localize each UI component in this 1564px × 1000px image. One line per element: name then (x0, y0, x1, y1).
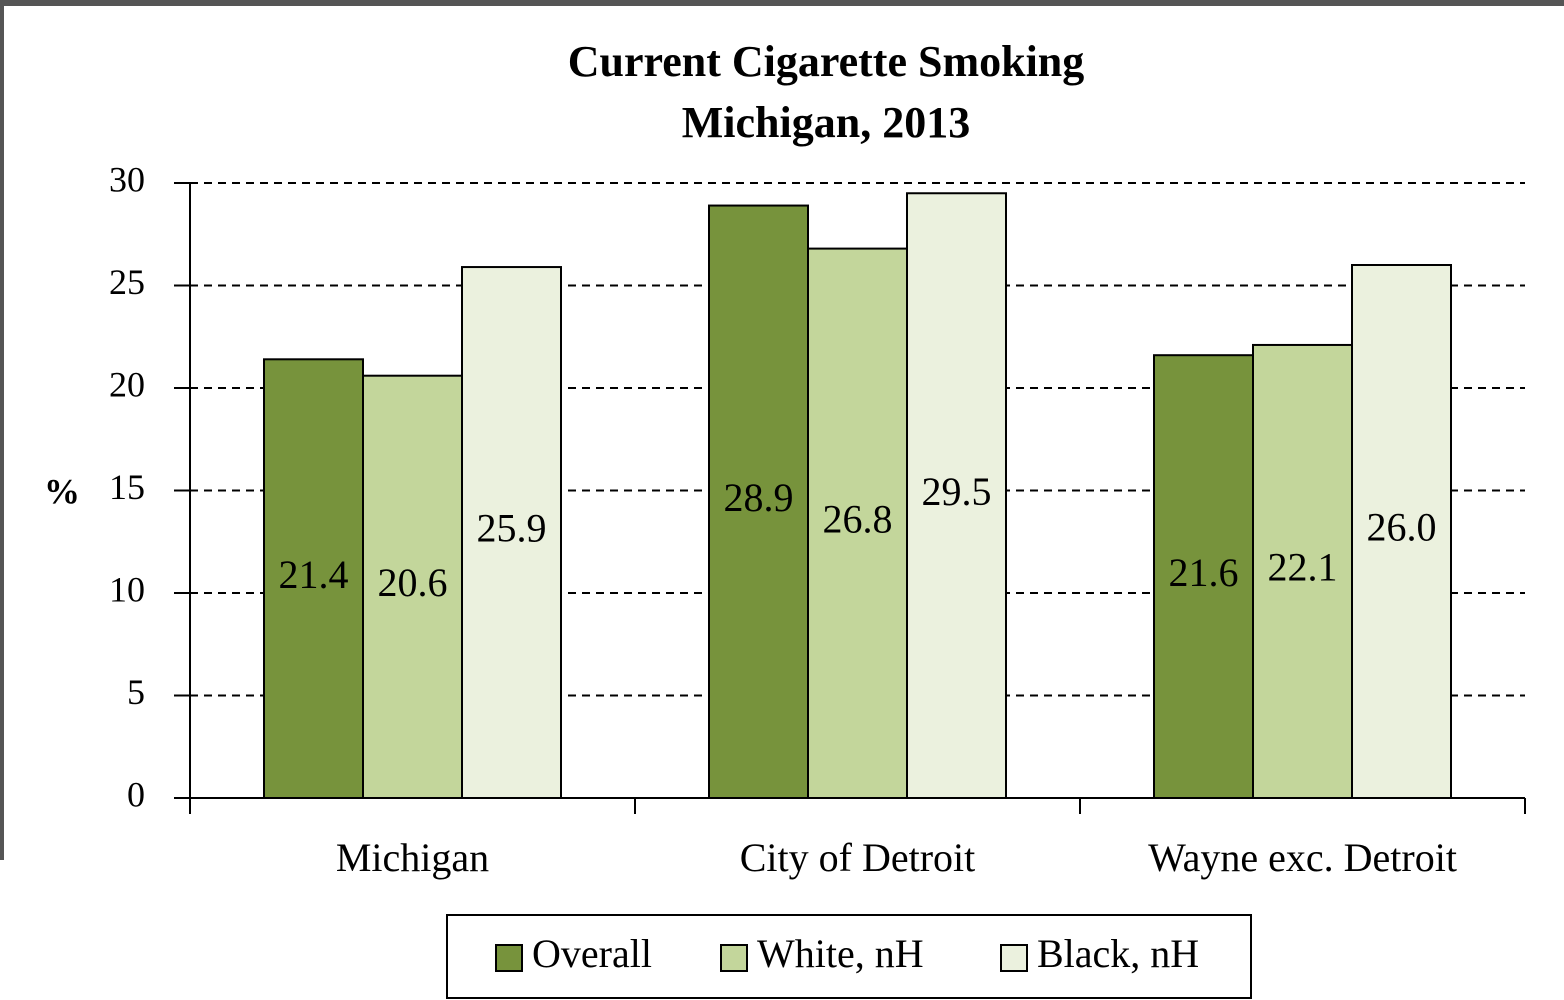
data-label: 21.4 (279, 552, 349, 597)
y-tick-label: 10 (109, 569, 145, 609)
bar (1153, 354, 1254, 799)
bar (1351, 264, 1452, 799)
legend-label: Black, nH (1037, 931, 1199, 976)
y-tick-label: 0 (127, 774, 145, 814)
frame-top (0, 0, 1564, 6)
bar (362, 374, 463, 799)
legend-label: Overall (532, 931, 652, 976)
legend-swatch (720, 944, 748, 972)
bar (807, 247, 908, 800)
x-tick-label: Wayne exc. Detroit (1148, 835, 1457, 880)
y-tick-label: 25 (109, 262, 145, 302)
x-tick-label: Michigan (336, 835, 489, 880)
data-label: 26.8 (823, 496, 893, 541)
frame-left (0, 0, 4, 860)
legend-box (446, 914, 1252, 999)
bar (263, 358, 364, 799)
legend-swatch (1000, 944, 1028, 972)
y-axis-label: % (44, 471, 80, 511)
legend-swatch (495, 944, 523, 972)
data-label: 25.9 (477, 506, 547, 551)
y-tick-label: 30 (109, 159, 145, 199)
data-label: 22.1 (1268, 545, 1338, 590)
data-label: 20.6 (378, 560, 448, 605)
y-tick-label: 20 (109, 364, 145, 404)
data-label: 21.6 (1169, 550, 1239, 595)
data-label: 26.0 (1367, 505, 1437, 550)
x-tick-label: City of Detroit (740, 835, 976, 880)
y-tick-label: 15 (109, 467, 145, 507)
bar (461, 266, 562, 799)
y-tick-label: 5 (127, 672, 145, 712)
chart-subtitle: Michigan, 2013 (682, 98, 970, 147)
chart-title: Current Cigarette Smoking (568, 37, 1085, 86)
data-label: 28.9 (724, 475, 794, 520)
data-label: 29.5 (922, 469, 992, 514)
legend-label: White, nH (757, 931, 924, 976)
